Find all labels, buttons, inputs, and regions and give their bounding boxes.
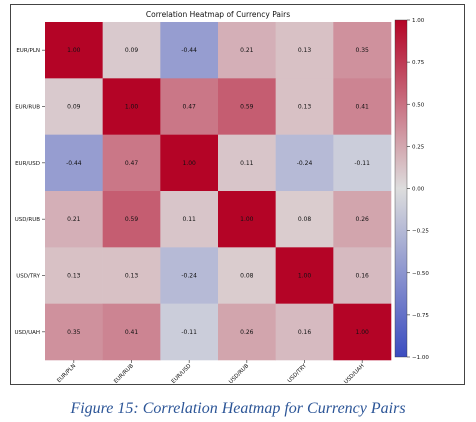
cell-value-label: 0.47 [182,104,196,111]
x-tick-label: EUR/PLN [56,363,77,384]
heatmap-cell [102,78,161,135]
y-tick-label: EUR/PLN [16,48,40,54]
heatmap-cell [275,134,334,192]
heatmap-cell [218,303,276,361]
heatmap-cell [275,303,334,361]
colorbar-tick-label: −0.50 [412,271,429,277]
cell-value-label: 1.00 [298,273,312,280]
colorbar-tick-label: 0.00 [412,187,425,193]
cell-value-label: 1.00 [355,329,369,336]
cell-value-label: 1.00 [182,160,196,167]
colorbar-tick-label: 0.75 [412,60,425,66]
heatmap-cell [102,22,161,79]
cell-value-label: 0.08 [298,216,312,223]
cell-value-label: 0.09 [125,47,139,54]
x-tick-label: USD/UAH [343,363,365,385]
cell-value-label: 1.00 [240,216,254,223]
heatmap-cell [333,78,392,135]
heatmap-cell [45,303,103,361]
colorbar-tick-label: −1.00 [412,355,429,361]
heatmap-cell [45,22,103,79]
heatmap-cell [160,191,219,248]
cell-value-label: -0.11 [181,329,197,336]
cell-value-label: 0.21 [67,216,81,223]
colorbar-tick-label: −0.25 [412,229,429,235]
cell-value-label: 0.11 [182,216,196,223]
heatmap-cell [160,22,219,79]
cell-value-label: 0.21 [240,47,254,54]
heatmap-cell [45,247,103,304]
cell-value-label: -0.44 [181,47,197,54]
heatmap-cell [160,78,219,135]
cell-value-label: 0.13 [298,47,312,54]
x-tick-label: EUR/RUB [113,363,135,385]
cell-value-label: -0.24 [181,273,197,280]
cell-value-label: 0.16 [355,273,369,280]
cell-value-label: 1.00 [67,47,81,54]
heatmap-cell [333,247,392,304]
cell-value-label: 0.09 [67,104,81,111]
x-tick-label: EUR/USD [171,363,193,385]
cell-value-label: 0.08 [240,273,254,280]
heatmap-cell [333,303,392,361]
cell-value-label: 0.59 [125,216,139,223]
figure-caption: Figure 15: Correlation Heatmap for Curre… [70,400,406,417]
heatmap-cell [218,78,276,135]
heatmap-cell [275,191,334,248]
heatmap-cell [45,78,103,135]
cell-value-label: -0.24 [297,160,313,167]
cell-value-label: 0.13 [298,104,312,111]
heatmap-cell [218,22,276,79]
cell-value-label: 0.13 [67,273,81,280]
heatmap-cell [333,191,392,248]
heatmap-cell [333,22,392,79]
cell-value-label: 0.59 [240,104,254,111]
heatmap-cell [218,191,276,248]
heatmap-cell [102,247,161,304]
cell-value-label: 0.16 [298,329,312,336]
figure-frame: Correlation Heatmap of Currency Pairs 1.0… [10,4,465,385]
colorbar [394,19,408,358]
heatmap-cell [275,247,334,304]
heatmap-chart: Correlation Heatmap of Currency Pairs 1.0… [14,10,429,385]
colorbar-tick-label: 0.50 [412,102,425,108]
cell-value-label: 0.13 [125,273,139,280]
heatmap-cell [275,22,334,79]
heatmap-cell [218,134,276,192]
colorbar-tick-label: −0.75 [412,313,429,319]
heatmap-cell [102,191,161,248]
colorbar-tick-label: 0.25 [412,144,425,150]
y-tick-label: USD/TRY [16,274,40,280]
x-tick-label: USD/RUB [228,363,250,385]
heatmap-cell [275,78,334,135]
cell-value-label: 0.41 [125,329,139,336]
heatmap-cell [160,247,219,304]
y-tick-label: USD/UAH [14,330,40,336]
cell-value-label: 0.26 [355,216,369,223]
heatmap-cell [218,247,276,304]
cell-value-label: -0.11 [354,160,370,167]
heatmap-cell [160,303,219,361]
heatmap-cell [45,191,103,248]
heatmap-cell [102,134,161,192]
x-tick-label: USD/TRY [287,363,309,385]
chart-title: Correlation Heatmap of Currency Pairs [146,10,290,19]
y-tick-label: EUR/USD [15,161,40,167]
cell-value-label: 0.11 [240,160,254,167]
heatmap-cell [102,303,161,361]
y-tick-label: USD/RUB [15,217,40,223]
cell-value-label: 0.35 [355,47,369,54]
heatmap-cell [160,134,219,192]
cell-value-label: 0.41 [355,104,369,111]
cell-value-label: -0.44 [66,160,82,167]
cell-value-label: 0.26 [240,329,254,336]
y-tick-label: EUR/RUB [15,105,40,111]
cell-value-label: 0.47 [125,160,139,167]
heatmap-cell [333,134,392,192]
cell-value-label: 1.00 [125,104,139,111]
cell-value-label: 0.35 [67,329,81,336]
colorbar-tick-label: 1.00 [412,18,425,24]
heatmap-cell [45,134,103,192]
